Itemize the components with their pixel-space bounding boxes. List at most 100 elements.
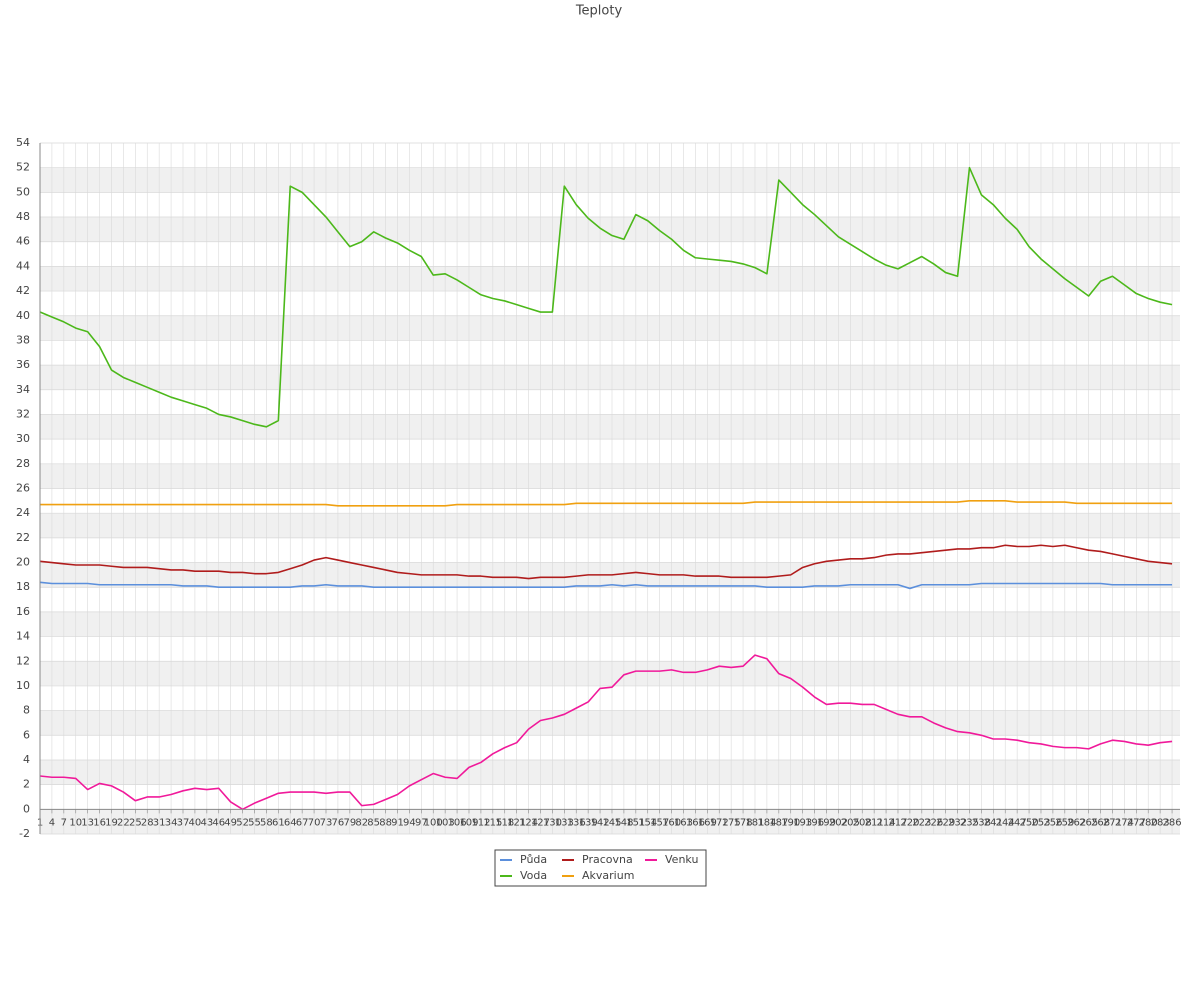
chart-title: Teploty	[575, 4, 623, 19]
grid-band	[40, 611, 1180, 637]
y-tick-label: 26	[16, 482, 30, 495]
y-tick-label: 18	[16, 580, 30, 593]
x-tick-label: 106	[448, 817, 467, 828]
x-tick-label: 178	[734, 817, 753, 828]
x-tick-label: 97	[415, 817, 428, 828]
x-tick-label: 43	[200, 817, 213, 828]
x-tick-label: 184	[757, 817, 776, 828]
x-tick-label: 160	[662, 817, 681, 828]
y-tick-label: 48	[16, 210, 30, 223]
x-tick-label: 208	[853, 817, 872, 828]
x-tick-label: 31	[153, 817, 166, 828]
x-tick-label: 127	[531, 817, 550, 828]
legend-box	[494, 849, 707, 887]
x-tick-label: 100	[424, 817, 443, 828]
y-tick-label: 2	[23, 778, 30, 791]
x-tick-label: 202	[829, 817, 848, 828]
x-tick-label: 19	[105, 817, 118, 828]
y-tick-label: 10	[16, 679, 30, 692]
x-tick-label: 79	[343, 817, 356, 828]
legend-label: Akvarium	[582, 869, 634, 882]
x-tick-label: 121	[507, 817, 526, 828]
legend: Půda Voda Pracovna Akvarium Venku	[500, 853, 698, 882]
y-tick-label: 16	[16, 605, 30, 618]
x-tick-label: 283	[1151, 817, 1170, 828]
x-tick-label: 190	[781, 817, 800, 828]
x-tick-label: 34	[165, 817, 178, 828]
x-tick-label: 286	[1163, 817, 1182, 828]
x-tick-label: 16	[93, 817, 106, 828]
x-tick-label: 103	[436, 817, 455, 828]
y-tick-label: 8	[23, 704, 30, 717]
x-tick-label: 154	[638, 817, 657, 828]
legend-label: Půda	[520, 853, 547, 866]
y-tick-label: 28	[16, 457, 30, 470]
x-tick-label: 205	[841, 817, 860, 828]
y-tick-label: 14	[16, 630, 30, 643]
x-tick-label: 130	[543, 817, 562, 828]
x-tick-label: 124	[519, 817, 538, 828]
x-tick-label: 229	[936, 817, 955, 828]
x-tick-label: 22	[117, 817, 130, 828]
grid-band	[40, 414, 1180, 440]
y-tick-label: 32	[16, 407, 30, 420]
x-tick-label: 193	[793, 817, 812, 828]
x-tick-label: 238	[972, 817, 991, 828]
y-tick-label: 36	[16, 358, 30, 371]
x-tick-label: 148	[614, 817, 633, 828]
grid-band	[40, 217, 1180, 242]
x-tick-label: 226	[924, 817, 943, 828]
labels: 1471013161922252831343740434649525558616…	[16, 136, 1182, 840]
grid-band	[40, 365, 1180, 390]
grid-band	[40, 661, 1180, 686]
grid-band	[40, 266, 1180, 292]
x-tick-label: 67	[296, 817, 309, 828]
series-line	[39, 166, 1173, 428]
y-tick-label: 24	[16, 506, 30, 519]
legend-label: Venku	[665, 853, 698, 866]
x-tick-label: 253	[1031, 817, 1050, 828]
y-tick-label: 12	[16, 654, 30, 667]
grid-band	[40, 809, 1180, 834]
x-tick-label: 274	[1115, 817, 1134, 828]
x-tick-label: 61	[272, 817, 285, 828]
series-line	[40, 500, 1173, 507]
y-tick-label: 38	[16, 333, 30, 346]
y-tick-label: 0	[23, 802, 30, 815]
x-tick-label: 259	[1055, 817, 1074, 828]
grid-bands	[40, 167, 1180, 834]
y-tick-label: 50	[16, 185, 30, 198]
y-tick-label: 22	[16, 531, 30, 544]
x-tick-label: 28	[141, 817, 154, 828]
x-tick-label: 214	[877, 817, 896, 828]
x-tick-label: 37	[177, 817, 190, 828]
y-tick-label: 54	[16, 136, 30, 149]
x-tick-label: 139	[579, 817, 598, 828]
series-line	[39, 654, 1173, 811]
x-tick-label: 250	[1020, 817, 1039, 828]
x-tick-label: 172	[710, 817, 729, 828]
x-tick-label: 256	[1043, 817, 1062, 828]
x-tick-label: 181	[745, 817, 764, 828]
x-tick-label: 91	[391, 817, 404, 828]
x-tick-label: 82	[355, 817, 368, 828]
x-tick-label: 262	[1067, 817, 1086, 828]
x-tick-label: 64	[284, 817, 297, 828]
x-tick-label: 118	[495, 817, 514, 828]
x-tick-label: 55	[248, 817, 261, 828]
x-tick-label: 223	[912, 817, 931, 828]
y-tick-label: 52	[16, 161, 30, 174]
grid-band	[40, 513, 1180, 538]
x-tick-label: 199	[817, 817, 836, 828]
x-tick-label: 4	[49, 817, 55, 828]
x-tick-label: 211	[865, 817, 884, 828]
y-tick-label: 44	[16, 259, 30, 272]
x-tick-label: 70	[308, 817, 321, 828]
x-tick-label: 25	[129, 817, 142, 828]
y-tick-label: 42	[16, 284, 30, 297]
x-tick-label: 265	[1079, 817, 1098, 828]
x-tick-label: 136	[567, 817, 586, 828]
y-tick-label: 34	[16, 383, 30, 396]
x-tick-label: 112	[471, 817, 490, 828]
